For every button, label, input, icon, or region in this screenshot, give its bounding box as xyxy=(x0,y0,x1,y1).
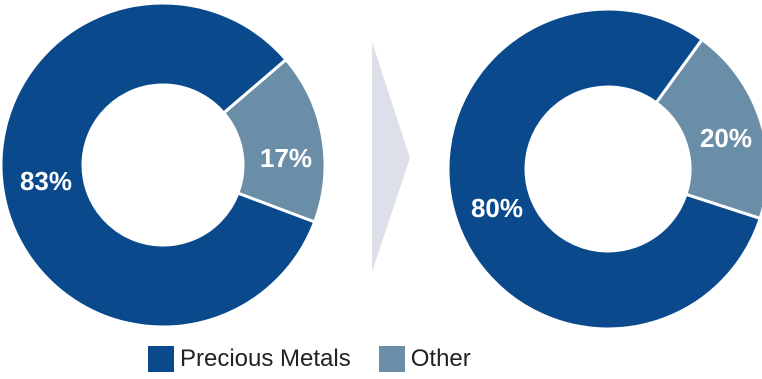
slice-label-other: 20% xyxy=(700,123,752,153)
legend-swatch-precious-metals xyxy=(148,346,174,372)
donut-chart-after: 80% 20% xyxy=(446,7,762,331)
legend-label-precious-metals: Precious Metals xyxy=(180,345,351,372)
donut-slice-other xyxy=(221,57,327,224)
legend-item-other: Other xyxy=(378,345,471,373)
legend-label-other: Other xyxy=(410,345,471,372)
transition-arrow xyxy=(372,42,410,272)
slice-label-precious-metals: 80% xyxy=(471,193,523,223)
legend-swatch-other xyxy=(378,346,405,372)
donut-slice-precious-metals xyxy=(446,7,762,331)
slice-label-other: 17% xyxy=(260,143,312,173)
legend: Precious Metals Other xyxy=(148,344,471,374)
slice-label-precious-metals: 83% xyxy=(20,166,72,196)
donut-chart-before: 83% 17% xyxy=(0,1,327,329)
donut-slice-precious-metals xyxy=(0,1,317,329)
legend-item-precious-metals: Precious Metals xyxy=(148,345,351,373)
donut-slice-other xyxy=(654,37,762,221)
